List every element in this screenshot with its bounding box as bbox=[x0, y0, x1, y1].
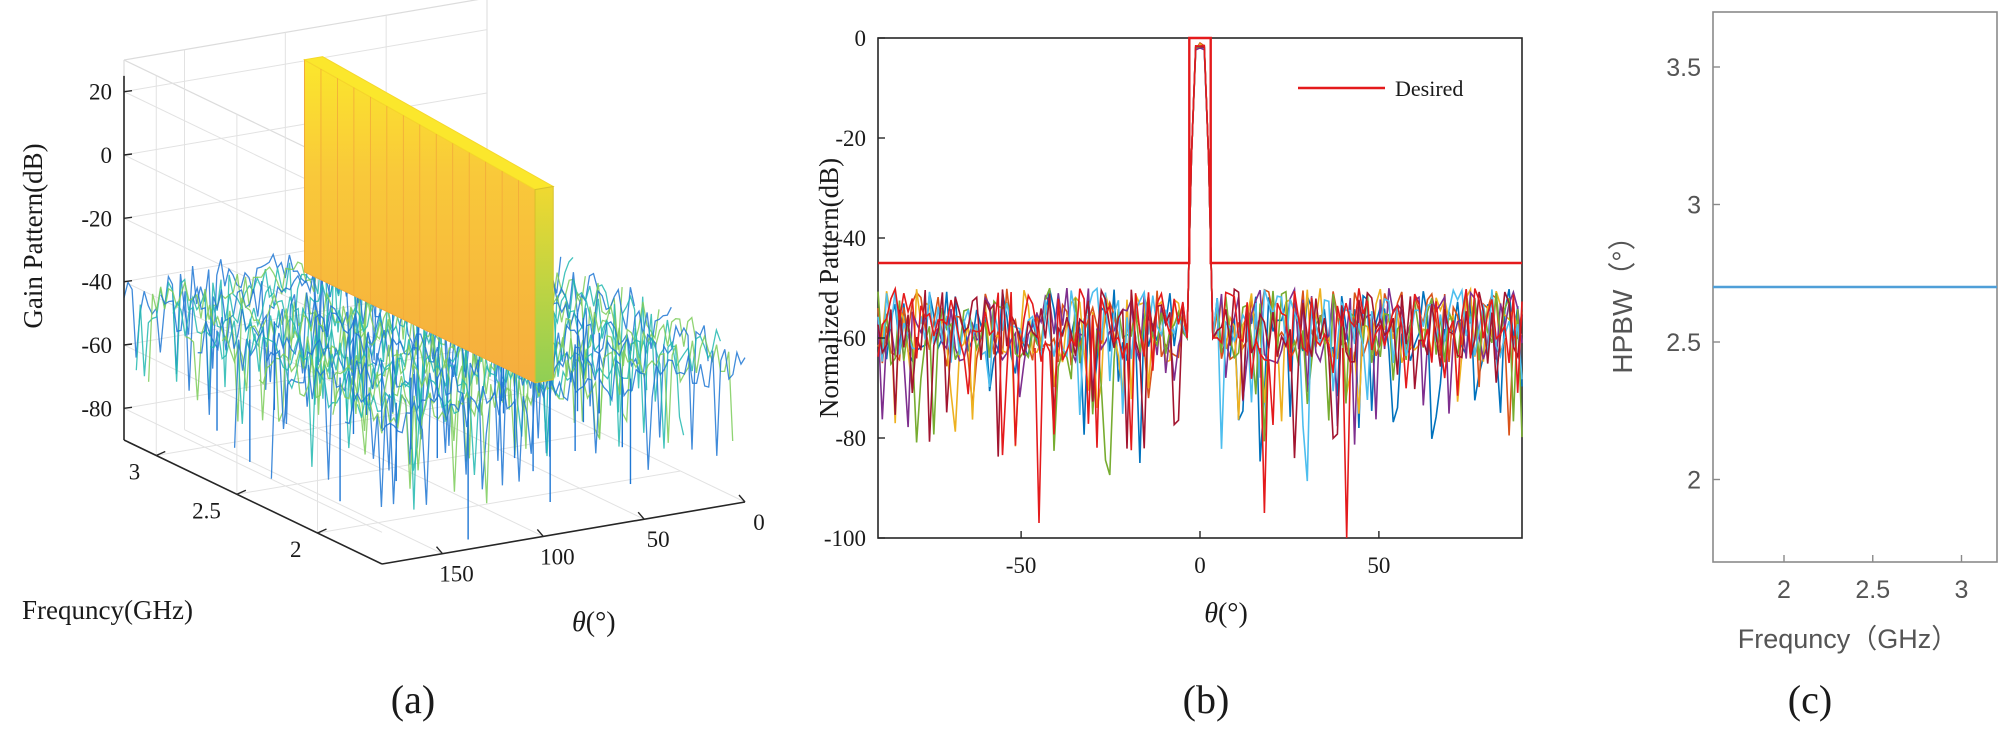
panel-a-surface-line bbox=[369, 334, 734, 504]
panel-b-ytick-label: -20 bbox=[835, 126, 866, 151]
panel-a-grid-line bbox=[123, 407, 383, 533]
panel-b-series bbox=[877, 41, 1523, 539]
panel-b-xlabel-unit: (°) bbox=[1218, 598, 1248, 629]
panel-a-thetatick-label: 50 bbox=[647, 527, 670, 552]
panel-a-xlabel: θ(°) bbox=[572, 607, 616, 638]
panel-a-ztick-label: 0 bbox=[101, 143, 113, 168]
panel-c-line-chart: 3.5 3 2.5 2 2 2.5 3 HPBW（°） Frequncy（GHz） (c) bbox=[1607, 11, 1998, 722]
panel-b-ytick-label: -60 bbox=[835, 326, 866, 351]
panel-a-grid-line bbox=[486, 377, 746, 503]
panel-a-axes: 20 0 -20 -40 -60 -80 3 2.5 2 150 100 50 0 bbox=[81, 75, 765, 587]
panel-b-xtick-label: -50 bbox=[1006, 553, 1037, 578]
panel-a-surface-chart: 20 0 -20 -40 -60 -80 3 2.5 2 150 100 50 0 Gain Patte… bbox=[18, 0, 765, 722]
panel-c-label: (c) bbox=[1788, 677, 1832, 722]
panel-a-ztick-label: -20 bbox=[81, 206, 112, 231]
panel-a-ztick bbox=[123, 279, 133, 283]
panel-a-freq-axis bbox=[123, 439, 383, 565]
panel-a-xlabel-unit: (°) bbox=[586, 607, 616, 638]
panel-a-xlabel-symbol: θ bbox=[572, 607, 586, 638]
panel-b-ytick-label: -100 bbox=[824, 526, 866, 551]
panel-b-deep-null bbox=[1259, 347, 1270, 514]
panel-a-ztick-label: -80 bbox=[81, 396, 112, 421]
panel-b-series-line bbox=[877, 44, 1523, 456]
panel-a-freqtick-label: 2.5 bbox=[192, 498, 221, 523]
panel-b-legend: Desired bbox=[1298, 76, 1463, 101]
panel-c-xtick-label: 3 bbox=[1955, 576, 1969, 604]
panel-b-deep-null bbox=[1034, 347, 1044, 524]
panel-b-legend-desired: Desired bbox=[1395, 76, 1463, 101]
panel-a-thetatick-label: 0 bbox=[753, 510, 765, 535]
panel-c-xlabel: Frequncy（GHz） bbox=[1738, 624, 1959, 654]
panel-b-xtick-label: 50 bbox=[1367, 553, 1390, 578]
panel-a-grid-line bbox=[184, 429, 443, 555]
panel-a-surface-line bbox=[258, 282, 623, 415]
panel-a-freqtick bbox=[317, 528, 327, 534]
panel-a-ztick bbox=[123, 406, 133, 410]
panel-c-xtick-label: 2.5 bbox=[1855, 576, 1890, 604]
panel-a-ztick-label: -60 bbox=[81, 333, 112, 358]
panel-a-ztick bbox=[123, 216, 133, 220]
panel-c-ytick-label: 3 bbox=[1687, 192, 1701, 220]
panel-b-desired-mask bbox=[878, 36, 1522, 265]
panel-b-plot-frame bbox=[877, 37, 1523, 539]
panel-b-ytick-label: -40 bbox=[835, 226, 866, 251]
panel-a-sidelobe-surface bbox=[123, 213, 746, 540]
panel-b-desired-line bbox=[878, 36, 1522, 265]
panel-a-thetatick bbox=[738, 494, 746, 503]
panel-b-ticks: 0 -20 -40 -60 -80 -100 -50 0 50 bbox=[824, 26, 1391, 578]
panel-c-xtick-label: 2 bbox=[1777, 576, 1791, 604]
panel-a-ztick bbox=[123, 153, 133, 156]
panel-a-ztick bbox=[123, 89, 133, 93]
panel-c-ytick-label: 2 bbox=[1687, 467, 1701, 495]
panel-a-thetatick-label: 100 bbox=[540, 544, 575, 569]
panel-a-ztick bbox=[123, 343, 133, 346]
panel-c-ticks: 3.5 3 2.5 2 2 2.5 3 bbox=[1666, 54, 1968, 604]
panel-a-thetatick bbox=[536, 528, 544, 537]
panel-a-ztick-label: -40 bbox=[81, 270, 112, 295]
panel-a-grid-line bbox=[123, 0, 479, 61]
panel-b-label: (b) bbox=[1183, 677, 1230, 722]
panel-a-freqtick bbox=[155, 450, 166, 457]
panel-a-freqtick-label: 3 bbox=[129, 460, 141, 485]
panel-a-zlabel: Gain Pattern(dB) bbox=[18, 143, 48, 328]
panel-b-xtick-label: 0 bbox=[1194, 553, 1206, 578]
panel-a-ztick-label: 20 bbox=[89, 80, 112, 105]
panel-a-label: (a) bbox=[391, 677, 435, 722]
panel-a-surface-line bbox=[381, 349, 746, 505]
panel-a-thetatick bbox=[435, 546, 444, 555]
panel-c-ytick-label: 3.5 bbox=[1666, 54, 1701, 82]
panel-b-ytick-label: 0 bbox=[855, 26, 867, 51]
panel-a-grid-line bbox=[123, 344, 383, 470]
panel-a-mainbeam-end bbox=[534, 185, 554, 384]
panel-a-ylabel: Frequncy(GHz) bbox=[22, 595, 193, 625]
panel-b-xlabel: θ(°) bbox=[1204, 598, 1248, 629]
panel-a-thetatick bbox=[637, 511, 645, 520]
panel-a-freqtick-label: 2 bbox=[290, 537, 302, 562]
panel-a-thetatick-label: 150 bbox=[439, 562, 474, 587]
panel-b-deep-null bbox=[1341, 347, 1352, 539]
panel-a-freqtick bbox=[236, 489, 247, 495]
panel-b-xlabel-symbol: θ bbox=[1204, 598, 1218, 629]
panel-c-ylabel: HPBW（°） bbox=[1607, 222, 1638, 373]
panel-b-ylabel: Normalized Pattern(dB) bbox=[814, 158, 844, 418]
panel-c-ytick-label: 2.5 bbox=[1666, 329, 1701, 357]
panel-b-ytick-label: -80 bbox=[835, 426, 866, 451]
panel-b-line-chart: 0 -20 -40 -60 -80 -100 -50 0 50 Desired Normaliz… bbox=[814, 26, 1523, 722]
panel-a-grid-line bbox=[317, 470, 681, 534]
panel-a-mainbeam bbox=[303, 56, 555, 384]
